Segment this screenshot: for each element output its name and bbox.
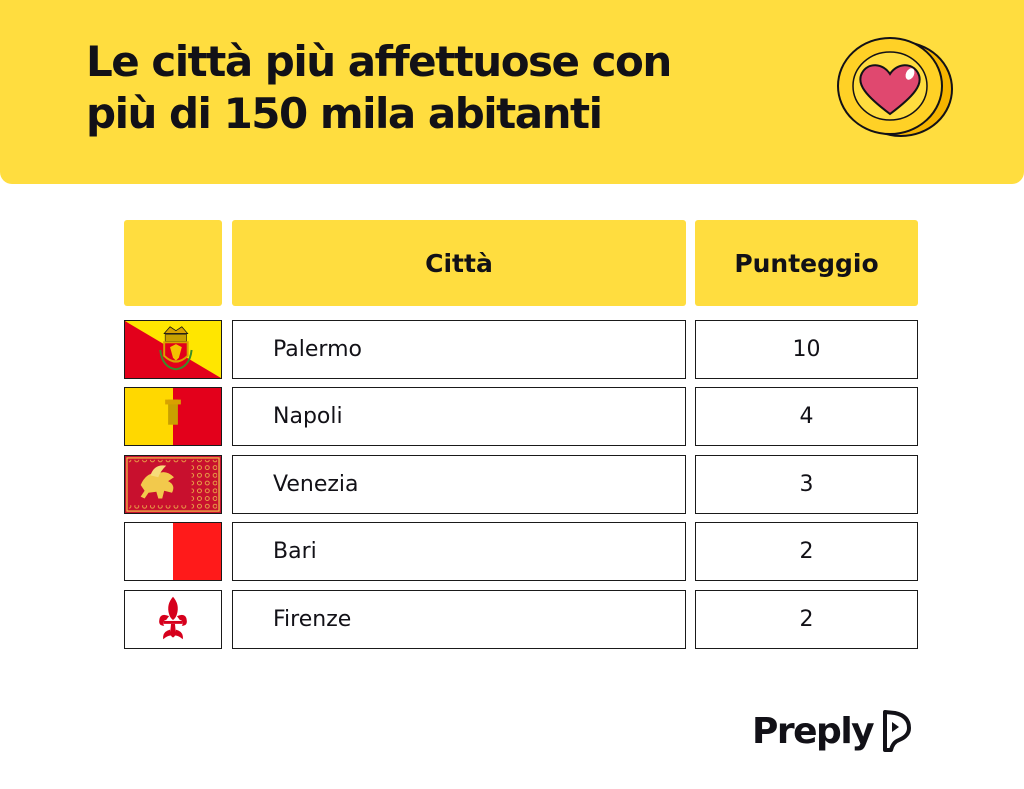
table-row-score: 2	[695, 522, 918, 581]
preply-logo: Preply	[752, 706, 913, 756]
header-flag-cell	[124, 220, 222, 306]
preply-logo-icon	[883, 710, 912, 752]
table-row-score: 2	[695, 590, 918, 649]
column-header-city: Città	[232, 220, 686, 306]
heart-coin-icon	[837, 37, 953, 137]
table-row-score: 3	[695, 455, 918, 514]
table-row-city: Bari	[232, 522, 686, 581]
table-row-city: Venezia	[232, 455, 686, 514]
table-row-city: Palermo	[232, 320, 686, 379]
column-header-score: Punteggio	[695, 220, 918, 306]
table-row-city: Firenze	[232, 590, 686, 649]
table-row-score: 10	[695, 320, 918, 379]
page-title: Le città più affettuose con più di 150 m…	[86, 36, 766, 140]
bari-flag-icon	[124, 522, 222, 581]
table-row-score: 4	[695, 387, 918, 446]
palermo-flag-icon	[124, 320, 222, 379]
firenze-flag-icon	[124, 590, 222, 649]
title-banner: Le città più affettuose con più di 150 m…	[0, 0, 1024, 184]
title-line-1: Le città più affettuose con	[86, 37, 672, 86]
table-row-city: Napoli	[232, 387, 686, 446]
brand-name: Preply	[752, 710, 875, 752]
napoli-flag-icon	[124, 387, 222, 446]
title-line-2: più di 150 mila abitanti	[86, 89, 603, 138]
venezia-flag-icon	[124, 455, 222, 514]
